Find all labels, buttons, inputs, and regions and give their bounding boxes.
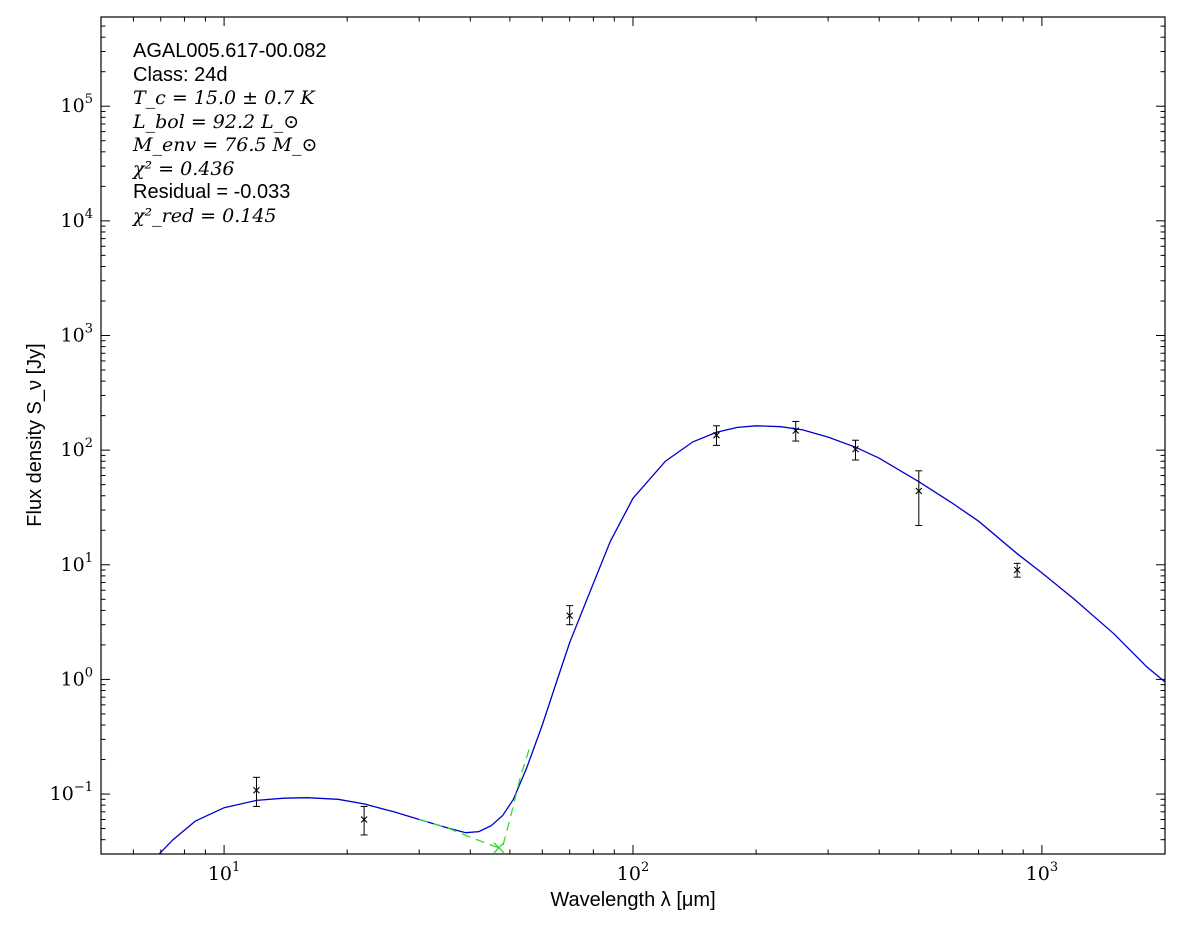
data-point-marker [566, 612, 574, 620]
data-point-marker [713, 431, 720, 439]
data-point-marker [915, 487, 923, 495]
tick-labels: 101 102 103 10−1 100 101 102 103 104 105 [50, 92, 1059, 885]
model-point-marker [493, 842, 505, 854]
y-tick-label: 102 [61, 436, 93, 461]
data-points [252, 420, 1021, 836]
total-model-curve [158, 425, 1165, 854]
residual-label: Residual = -0.033 [133, 181, 291, 203]
data-point-marker [253, 786, 260, 794]
x-tick-label: 102 [617, 860, 649, 885]
y-tick-label: 100 [61, 665, 93, 690]
class-label: Class: 24d [133, 63, 228, 86]
x-tick-label: 103 [1026, 860, 1058, 885]
envelope-mass-label: M_env = 76.5 M_⊙ [133, 134, 318, 156]
temperature-label: T_c = 15.0 ± 0.7 K [133, 87, 315, 109]
plot-frame [100, 16, 1166, 855]
data-point-marker [792, 427, 800, 435]
data-point-marker [1013, 566, 1021, 574]
y-tick-label: 103 [61, 321, 93, 346]
y-axis-label: Flux density S_ν [Jy] [24, 343, 46, 526]
data-point-marker [360, 816, 368, 823]
fit-annotation: AGAL005.617-00.082 Class: 24d T_c = 15.0… [133, 40, 327, 228]
y-tick-label: 104 [61, 207, 93, 232]
data-point-marker [852, 445, 859, 453]
x-tick-label: 101 [208, 860, 240, 885]
y-tick-label: 10−1 [50, 780, 93, 805]
source-name: AGAL005.617-00.082 [133, 40, 327, 62]
chi-squared-label: χ² = 0.436 [133, 157, 235, 180]
plot-background [101, 17, 1165, 854]
dashed-model-curve [419, 746, 531, 849]
x-axis-label: Wavelength λ [μm] [550, 889, 715, 911]
model-curves [158, 425, 1165, 854]
luminosity-label: L_bol = 92.2 L_⊙ [133, 110, 300, 133]
reduced-chi-squared-label: χ²_red = 0.145 [133, 204, 277, 227]
y-tick-label: 105 [61, 92, 93, 117]
y-tick-label: 101 [61, 551, 93, 576]
axis-ticks [100, 16, 1166, 855]
